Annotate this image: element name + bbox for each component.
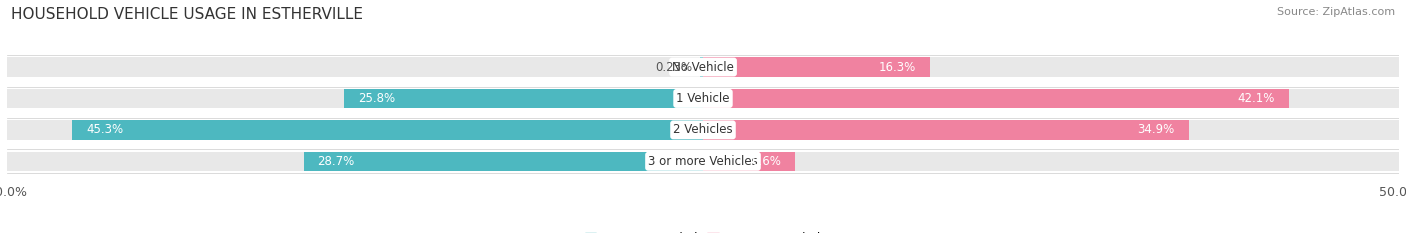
Bar bbox=[703, 57, 1399, 77]
Text: 1 Vehicle: 1 Vehicle bbox=[676, 92, 730, 105]
Text: 3 or more Vehicles: 3 or more Vehicles bbox=[648, 155, 758, 168]
Bar bbox=[344, 89, 703, 108]
Text: 45.3%: 45.3% bbox=[86, 123, 124, 136]
Bar bbox=[7, 120, 703, 140]
Text: Source: ZipAtlas.com: Source: ZipAtlas.com bbox=[1277, 7, 1395, 17]
Text: 42.1%: 42.1% bbox=[1237, 92, 1275, 105]
Bar bbox=[7, 57, 703, 77]
Text: 2 Vehicles: 2 Vehicles bbox=[673, 123, 733, 136]
Text: 6.6%: 6.6% bbox=[751, 155, 780, 168]
Bar bbox=[703, 152, 794, 171]
Text: 28.7%: 28.7% bbox=[318, 155, 354, 168]
Bar bbox=[700, 57, 703, 77]
Bar bbox=[703, 89, 1289, 108]
Text: HOUSEHOLD VEHICLE USAGE IN ESTHERVILLE: HOUSEHOLD VEHICLE USAGE IN ESTHERVILLE bbox=[11, 7, 363, 22]
Text: 25.8%: 25.8% bbox=[357, 92, 395, 105]
Bar bbox=[73, 120, 703, 140]
Text: No Vehicle: No Vehicle bbox=[672, 61, 734, 74]
Bar bbox=[703, 152, 1399, 171]
Text: 0.23%: 0.23% bbox=[655, 61, 693, 74]
Text: 34.9%: 34.9% bbox=[1137, 123, 1175, 136]
Legend: Owner-occupied, Renter-occupied: Owner-occupied, Renter-occupied bbox=[579, 228, 827, 233]
Bar bbox=[703, 120, 1399, 140]
Bar bbox=[304, 152, 703, 171]
Bar bbox=[703, 89, 1399, 108]
Bar bbox=[703, 57, 929, 77]
Text: 16.3%: 16.3% bbox=[879, 61, 915, 74]
Bar bbox=[703, 120, 1189, 140]
Bar bbox=[7, 152, 703, 171]
Bar bbox=[7, 89, 703, 108]
